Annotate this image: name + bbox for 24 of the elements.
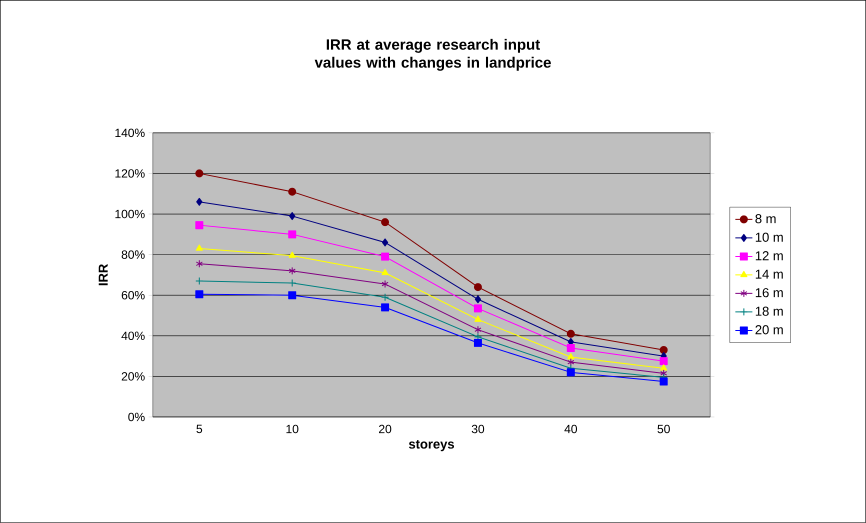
y-tick-label: 120% xyxy=(115,169,145,178)
chart-title: IRR at average research input values with changes in landprice xyxy=(314,38,551,71)
legend-label: 8 m xyxy=(755,214,776,224)
legend-label: 20 m xyxy=(756,325,783,334)
legend-label: 10 m xyxy=(756,232,783,242)
y-tick-label: 60% xyxy=(122,291,145,300)
x-axis-title: storeys xyxy=(408,440,454,452)
y-tick-label: 100% xyxy=(115,210,145,218)
y-tick-label: 80% xyxy=(122,250,145,259)
legend-label: 18 m xyxy=(756,306,783,316)
x-tick-label: 10 xyxy=(286,424,298,434)
x-tick-label: 5 xyxy=(196,424,202,434)
x-tick-label: 50 xyxy=(658,424,670,434)
y-tick-label: 140% xyxy=(115,128,145,138)
legend-label: 14 m xyxy=(756,270,783,279)
y-tick-label: 20% xyxy=(122,372,145,381)
y-axis-title: IRR xyxy=(98,264,108,286)
legend-label: 12 m xyxy=(756,251,783,260)
x-tick-label: 40 xyxy=(564,424,578,434)
x-tick-label: 20 xyxy=(379,424,392,434)
y-tick-label: 0% xyxy=(128,412,145,422)
x-tick-label: 30 xyxy=(472,424,484,434)
y-tick-label: 40% xyxy=(121,332,145,340)
legend-label: 16 m xyxy=(756,288,783,298)
